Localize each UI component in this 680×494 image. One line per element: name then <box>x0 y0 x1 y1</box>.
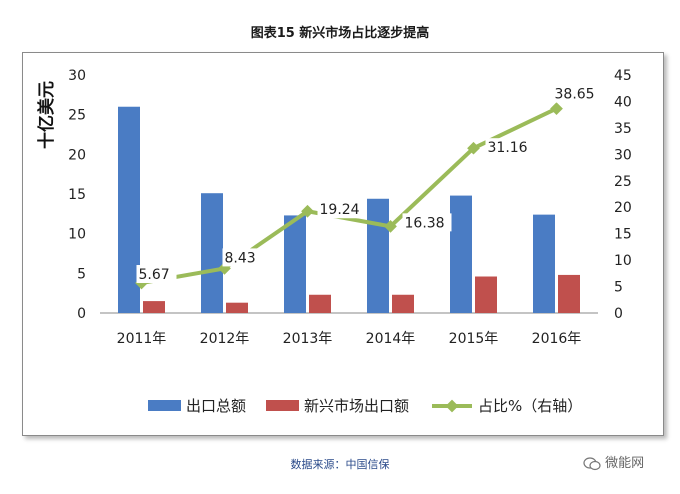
bar-total-export <box>118 106 140 313</box>
bar-emerging-export <box>143 301 165 313</box>
watermark-text: 微能网 <box>605 456 645 471</box>
y2-tick-label: 40 <box>614 94 632 110</box>
data-label: 38.65 <box>555 87 595 103</box>
legend-swatch <box>148 400 181 411</box>
y2-tick-label: 5 <box>614 280 623 296</box>
y-tick-label: 5 <box>77 266 86 282</box>
data-label-bg <box>485 138 535 157</box>
y-tick-label: 10 <box>68 227 86 243</box>
bar-emerging-export <box>558 274 580 313</box>
y2-tick-label: 25 <box>614 174 632 190</box>
share-point <box>467 141 480 155</box>
share-point <box>384 220 397 233</box>
x-tick-label: 2012年 <box>200 331 250 347</box>
x-tick-label: 2016年 <box>532 331 582 347</box>
bar-emerging-export <box>309 294 331 313</box>
bar-total-export <box>201 193 223 313</box>
y2-tick-label: 15 <box>614 227 632 243</box>
y2-tick-label: 35 <box>614 121 632 137</box>
data-label-bg <box>222 248 263 267</box>
legend-label: 占比%（右轴） <box>478 397 582 415</box>
data-label-bg <box>552 84 602 103</box>
data-source: 数据来源：中国信保 <box>290 458 390 471</box>
legend-swatch <box>266 400 299 411</box>
y-tick-label: 0 <box>77 306 86 322</box>
y-axis-title: 十亿美元 <box>36 81 57 149</box>
y-tick-label: 30 <box>68 68 86 84</box>
share-point <box>301 204 314 218</box>
bar-emerging-export <box>226 302 248 313</box>
chart-title: 图表15 新兴市场占比逐步提高 <box>250 26 430 41</box>
legend-label: 新兴市场出口额 <box>304 397 409 415</box>
bar-total-export <box>450 195 472 313</box>
data-label: 8.43 <box>225 250 256 266</box>
y2-tick-label: 30 <box>614 147 632 163</box>
y-tick-label: 25 <box>68 108 86 124</box>
share-point <box>550 102 563 115</box>
x-tick-label: 2014年 <box>366 331 416 347</box>
bar-total-export <box>284 215 306 313</box>
data-label-bg <box>317 200 367 219</box>
bar-emerging-export <box>392 294 414 313</box>
data-label: 19.24 <box>320 202 360 218</box>
watermark: 微能网 <box>583 452 644 471</box>
data-label: 5.67 <box>139 267 170 283</box>
x-tick-label: 2013年 <box>283 331 333 347</box>
bar-emerging-export <box>475 276 497 313</box>
data-label: 16.38 <box>405 215 445 231</box>
x-tick-label: 2011年 <box>117 331 167 347</box>
x-tick-label: 2015年 <box>449 331 499 347</box>
y2-tick-label: 0 <box>614 306 623 322</box>
y-tick-label: 20 <box>68 147 86 163</box>
y-tick-label: 15 <box>68 187 86 203</box>
y2-tick-label: 10 <box>614 253 632 269</box>
legend-label: 出口总额 <box>186 397 246 415</box>
bar-total-export <box>367 198 389 313</box>
legend-swatch-marker <box>445 399 459 413</box>
y2-tick-label: 45 <box>614 68 632 84</box>
data-label-bg <box>136 265 177 284</box>
y2-tick-label: 20 <box>614 200 632 216</box>
bar-total-export <box>533 214 555 313</box>
data-label: 31.16 <box>488 140 528 156</box>
chat-bubble-icon <box>583 456 601 470</box>
data-label-bg <box>402 213 452 232</box>
